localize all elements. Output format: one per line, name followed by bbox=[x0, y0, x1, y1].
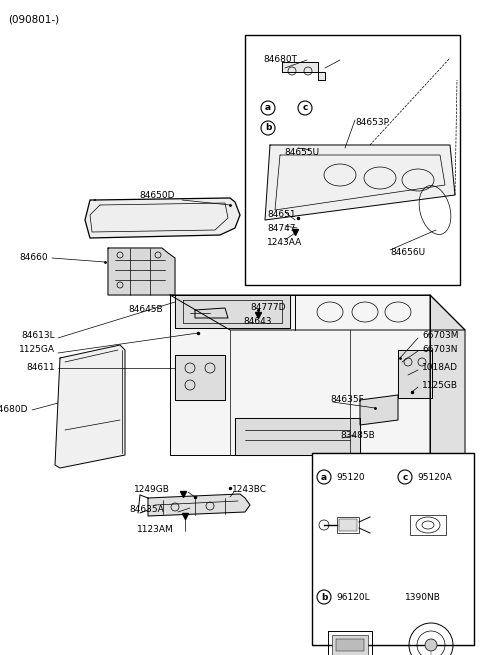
Polygon shape bbox=[55, 345, 125, 468]
Text: c: c bbox=[302, 103, 308, 113]
Polygon shape bbox=[282, 62, 325, 80]
Polygon shape bbox=[170, 295, 430, 455]
Text: a: a bbox=[321, 472, 327, 481]
Text: (090801-): (090801-) bbox=[8, 14, 59, 24]
Text: 1243AA: 1243AA bbox=[267, 238, 302, 247]
Text: 66703M: 66703M bbox=[422, 331, 458, 341]
Bar bbox=[312, 453, 474, 645]
Text: 84777D: 84777D bbox=[250, 303, 286, 312]
Text: b: b bbox=[265, 124, 271, 132]
Text: 1125GB: 1125GB bbox=[422, 381, 458, 390]
Text: 1243BC: 1243BC bbox=[232, 485, 267, 495]
Text: 84653P: 84653P bbox=[355, 118, 389, 127]
Bar bbox=[339, 519, 357, 531]
Text: 84635F: 84635F bbox=[330, 396, 364, 405]
Text: 83485B: 83485B bbox=[340, 432, 375, 441]
Polygon shape bbox=[175, 295, 290, 328]
Polygon shape bbox=[360, 395, 398, 425]
Text: 84643: 84643 bbox=[243, 318, 272, 326]
Text: 96120L: 96120L bbox=[336, 593, 370, 601]
Bar bbox=[337, 517, 359, 533]
Text: 84611: 84611 bbox=[26, 364, 55, 373]
Bar bbox=[336, 639, 364, 651]
Text: 84651: 84651 bbox=[267, 210, 296, 219]
Bar bbox=[245, 35, 460, 285]
Text: 1249GB: 1249GB bbox=[134, 485, 170, 495]
Bar bbox=[332, 635, 368, 655]
Text: 1390NB: 1390NB bbox=[405, 593, 441, 601]
Text: 84660: 84660 bbox=[19, 253, 48, 263]
Text: 84747: 84747 bbox=[267, 224, 296, 233]
Text: 84680D: 84680D bbox=[0, 405, 28, 415]
Polygon shape bbox=[398, 350, 432, 398]
Text: 84656U: 84656U bbox=[390, 248, 425, 257]
Text: 84645B: 84645B bbox=[128, 305, 163, 314]
Polygon shape bbox=[235, 418, 360, 455]
Polygon shape bbox=[175, 355, 225, 400]
Circle shape bbox=[425, 639, 437, 651]
Text: 66703N: 66703N bbox=[422, 345, 457, 354]
Polygon shape bbox=[265, 145, 455, 220]
Text: 84613L: 84613L bbox=[22, 331, 55, 339]
Text: 1123AM: 1123AM bbox=[137, 525, 174, 534]
Text: 1125GA: 1125GA bbox=[19, 345, 55, 354]
Bar bbox=[410, 515, 446, 535]
Text: b: b bbox=[321, 593, 327, 601]
Text: 84635A: 84635A bbox=[129, 506, 164, 514]
Text: 84650D: 84650D bbox=[140, 191, 175, 200]
Text: 84655U: 84655U bbox=[284, 148, 319, 157]
Text: 1018AD: 1018AD bbox=[422, 364, 458, 373]
Polygon shape bbox=[170, 295, 465, 330]
Text: 95120: 95120 bbox=[336, 472, 365, 481]
Polygon shape bbox=[108, 248, 175, 295]
Text: a: a bbox=[265, 103, 271, 113]
Bar bbox=[328, 631, 372, 655]
Polygon shape bbox=[148, 494, 250, 516]
Text: c: c bbox=[402, 472, 408, 481]
Polygon shape bbox=[195, 308, 228, 318]
Text: 95120A: 95120A bbox=[417, 472, 452, 481]
Text: 84680T: 84680T bbox=[263, 55, 297, 64]
Polygon shape bbox=[430, 295, 465, 455]
Polygon shape bbox=[85, 198, 240, 238]
